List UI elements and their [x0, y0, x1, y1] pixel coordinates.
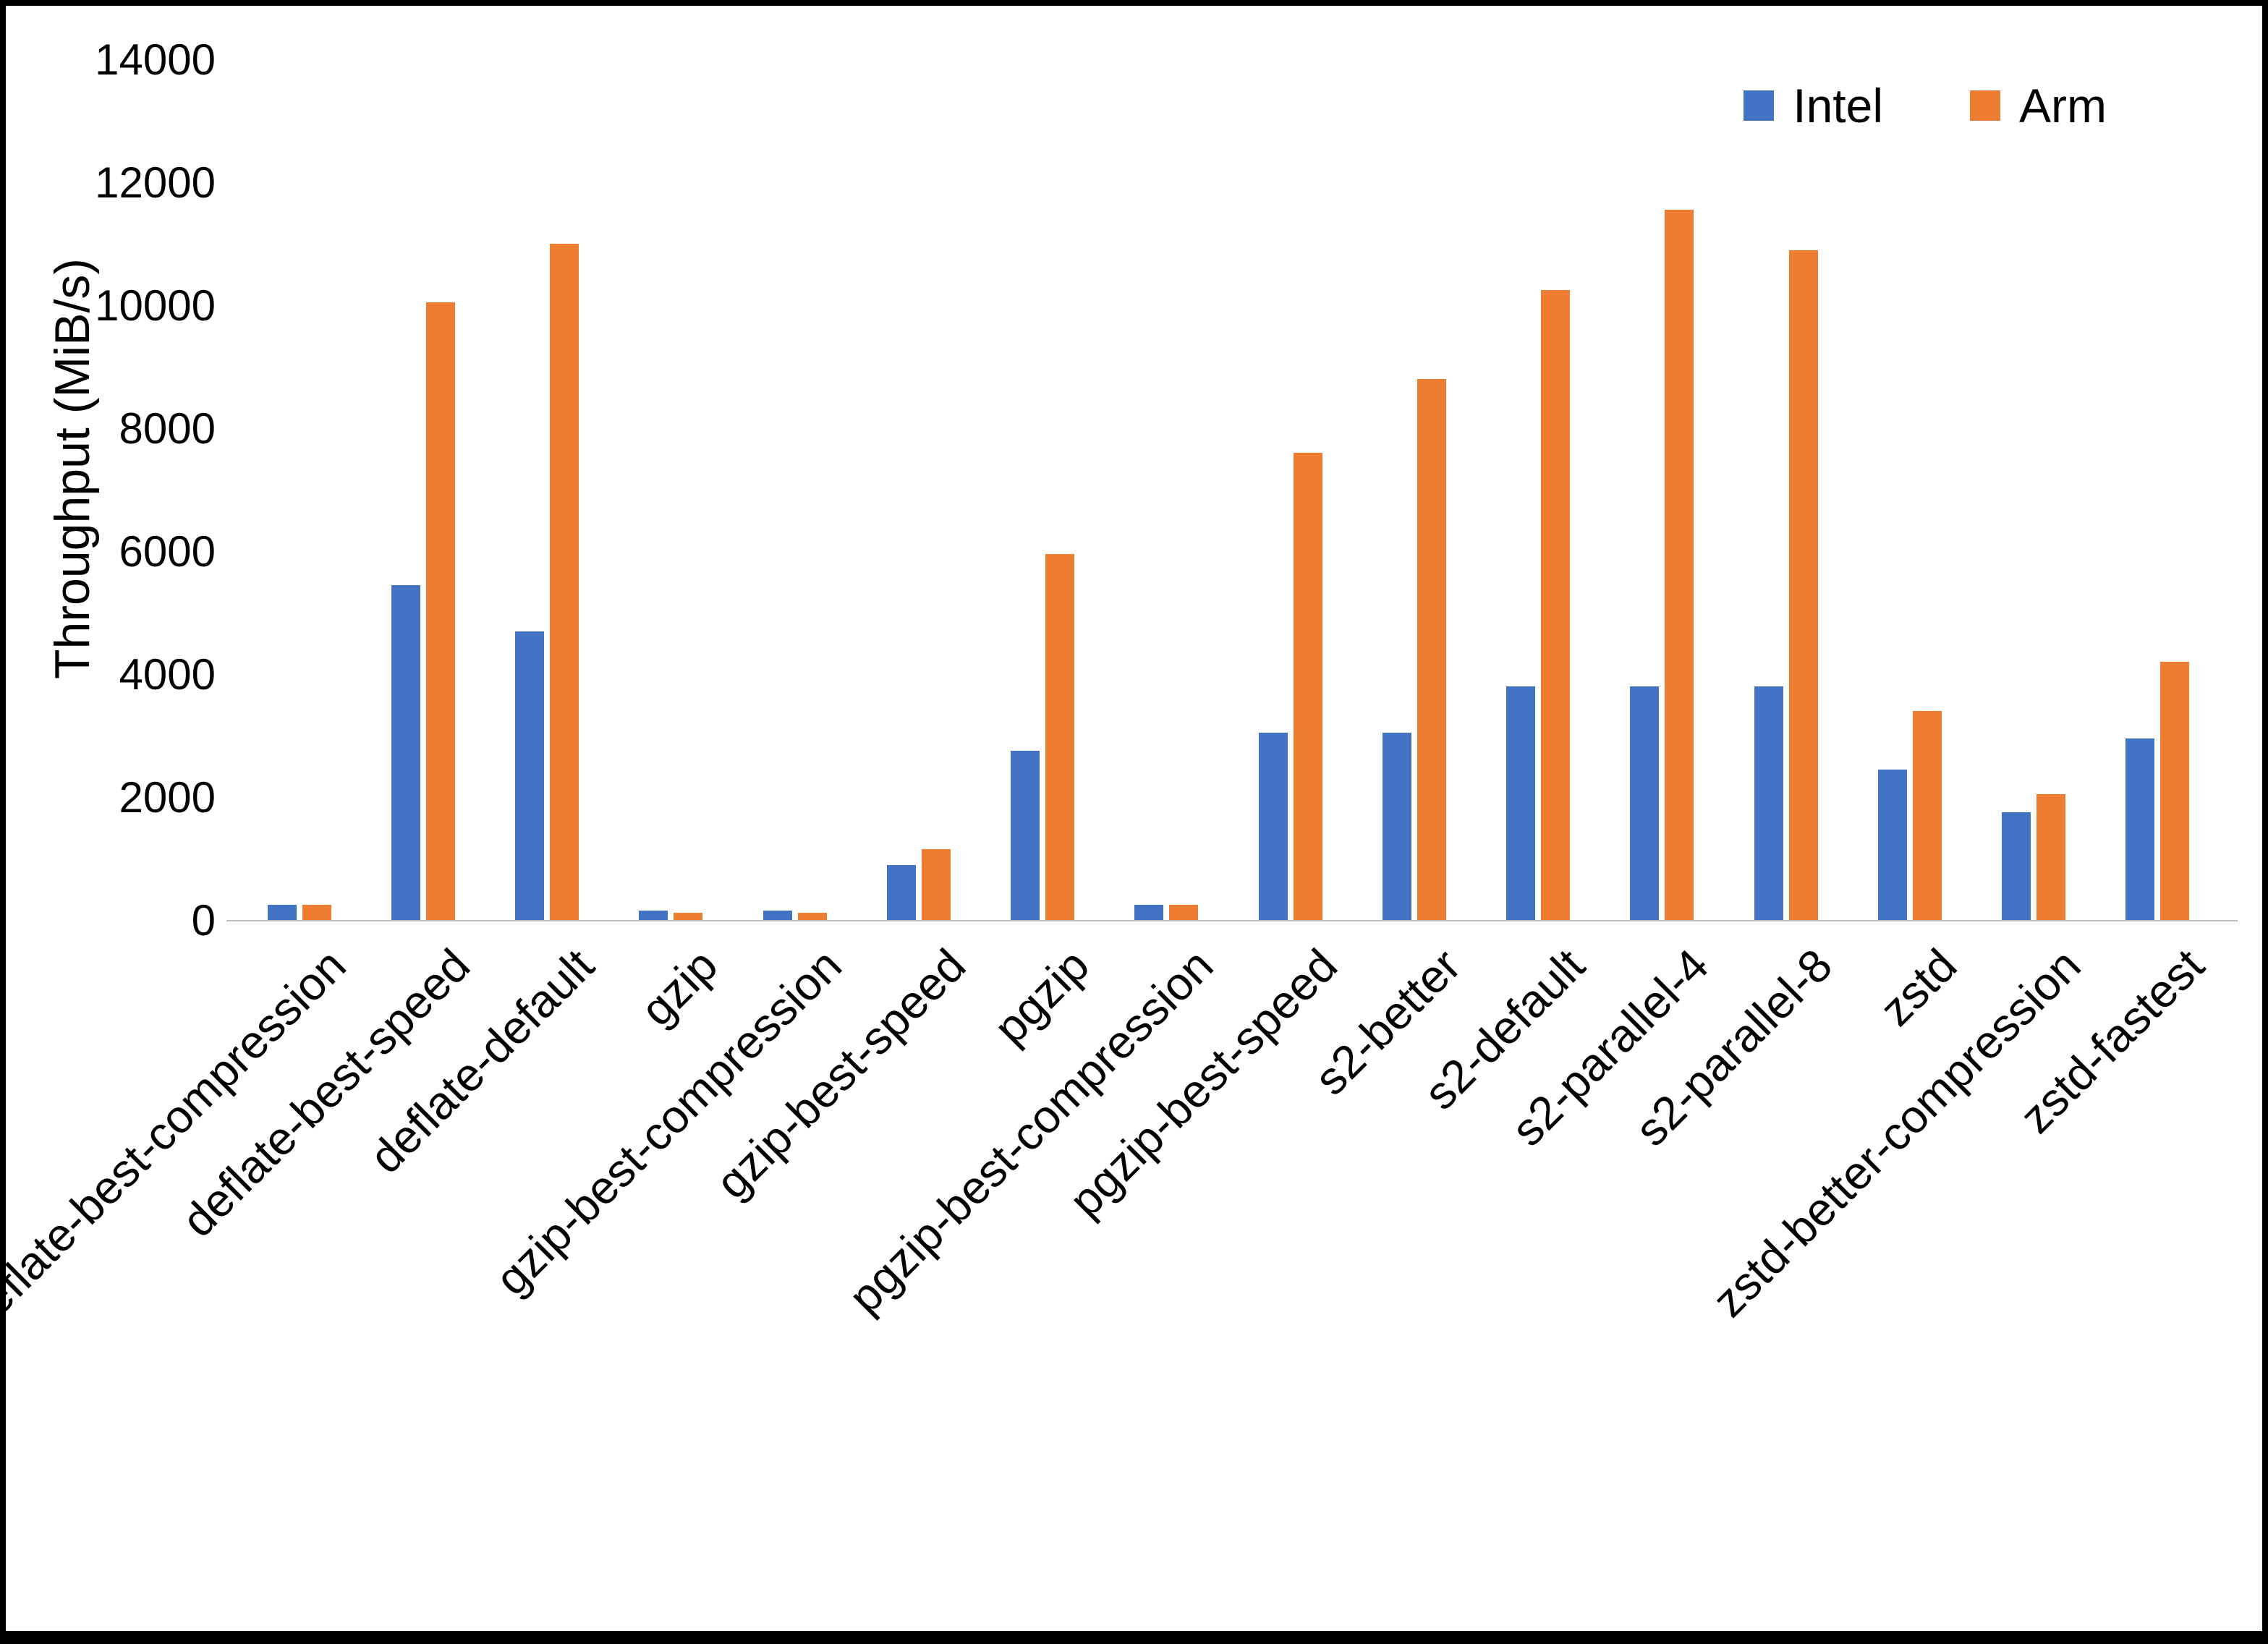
bar-intel-s2-parallel-4 [1630, 686, 1660, 920]
bar-arm-gzip-best-speed [921, 849, 951, 920]
legend-swatch-arm [1970, 90, 2001, 121]
bar-arm-deflate-default [550, 244, 579, 920]
bar-arm-deflate-best-speed [425, 302, 455, 920]
bar-intel-gzip [639, 911, 668, 920]
legend-label: Intel [1793, 79, 1884, 132]
legend: Intel Arm [1744, 78, 2107, 133]
y-tick-label: 12000 [95, 158, 216, 207]
legend-item-arm: Arm [1970, 78, 2107, 133]
bar-intel-zstd-fastest [2125, 738, 2155, 920]
x-category-label: pgzip [984, 939, 1100, 1055]
bar-intel-pgzip-best-compression [1134, 904, 1164, 920]
x-category-label: zstd [1869, 939, 1966, 1036]
y-tick-label: 4000 [119, 650, 216, 699]
x-axis-line [226, 920, 2238, 921]
bar-arm-zstd-better-compression [2036, 793, 2066, 920]
bar-intel-zstd-better-compression [2002, 812, 2031, 920]
bar-arm-gzip [674, 912, 703, 920]
bar-intel-gzip-best-compression [763, 911, 792, 920]
bar-intel-s2-parallel-8 [1754, 686, 1783, 920]
y-tick-label: 10000 [95, 281, 216, 330]
legend-item-intel: Intel [1744, 78, 1883, 133]
x-category-label: gzip [630, 939, 728, 1036]
bar-intel-gzip-best-speed [886, 864, 916, 920]
bar-intel-deflate-best-speed [391, 584, 420, 920]
bar-intel-s2-default [1506, 686, 1536, 920]
bar-arm-s2-better [1417, 379, 1446, 920]
y-tick-label: 14000 [95, 35, 216, 84]
bar-arm-zstd [1912, 711, 1942, 920]
bar-arm-zstd-fastest [2160, 662, 2190, 920]
bar-intel-zstd [1877, 769, 1907, 920]
x-category-label: deflate-default [359, 939, 604, 1183]
bar-arm-deflate-best-compression [302, 904, 331, 920]
bar-arm-pgzip-best-speed [1293, 453, 1322, 920]
bar-intel-s2-better [1382, 732, 1411, 920]
bar-arm-pgzip-best-compression [1169, 904, 1199, 920]
plot-area [226, 60, 2238, 921]
legend-label: Arm [2019, 79, 2107, 132]
y-tick-label: 2000 [119, 773, 216, 822]
bar-arm-s2-parallel-8 [1788, 250, 1818, 920]
legend-swatch-intel [1744, 90, 1775, 121]
bar-arm-s2-parallel-4 [1665, 210, 1694, 920]
bar-arm-s2-default [1541, 289, 1571, 920]
bar-arm-pgzip [1045, 554, 1075, 920]
y-tick-label: 0 [191, 896, 216, 945]
bar-intel-deflate-best-compression [267, 904, 297, 920]
y-tick-label: 8000 [119, 404, 216, 453]
bar-intel-pgzip [1011, 751, 1040, 920]
bar-arm-gzip-best-compression [797, 912, 827, 920]
bar-intel-deflate-default [515, 631, 545, 920]
bar-intel-pgzip-best-speed [1258, 732, 1288, 920]
y-tick-label: 6000 [119, 527, 216, 576]
